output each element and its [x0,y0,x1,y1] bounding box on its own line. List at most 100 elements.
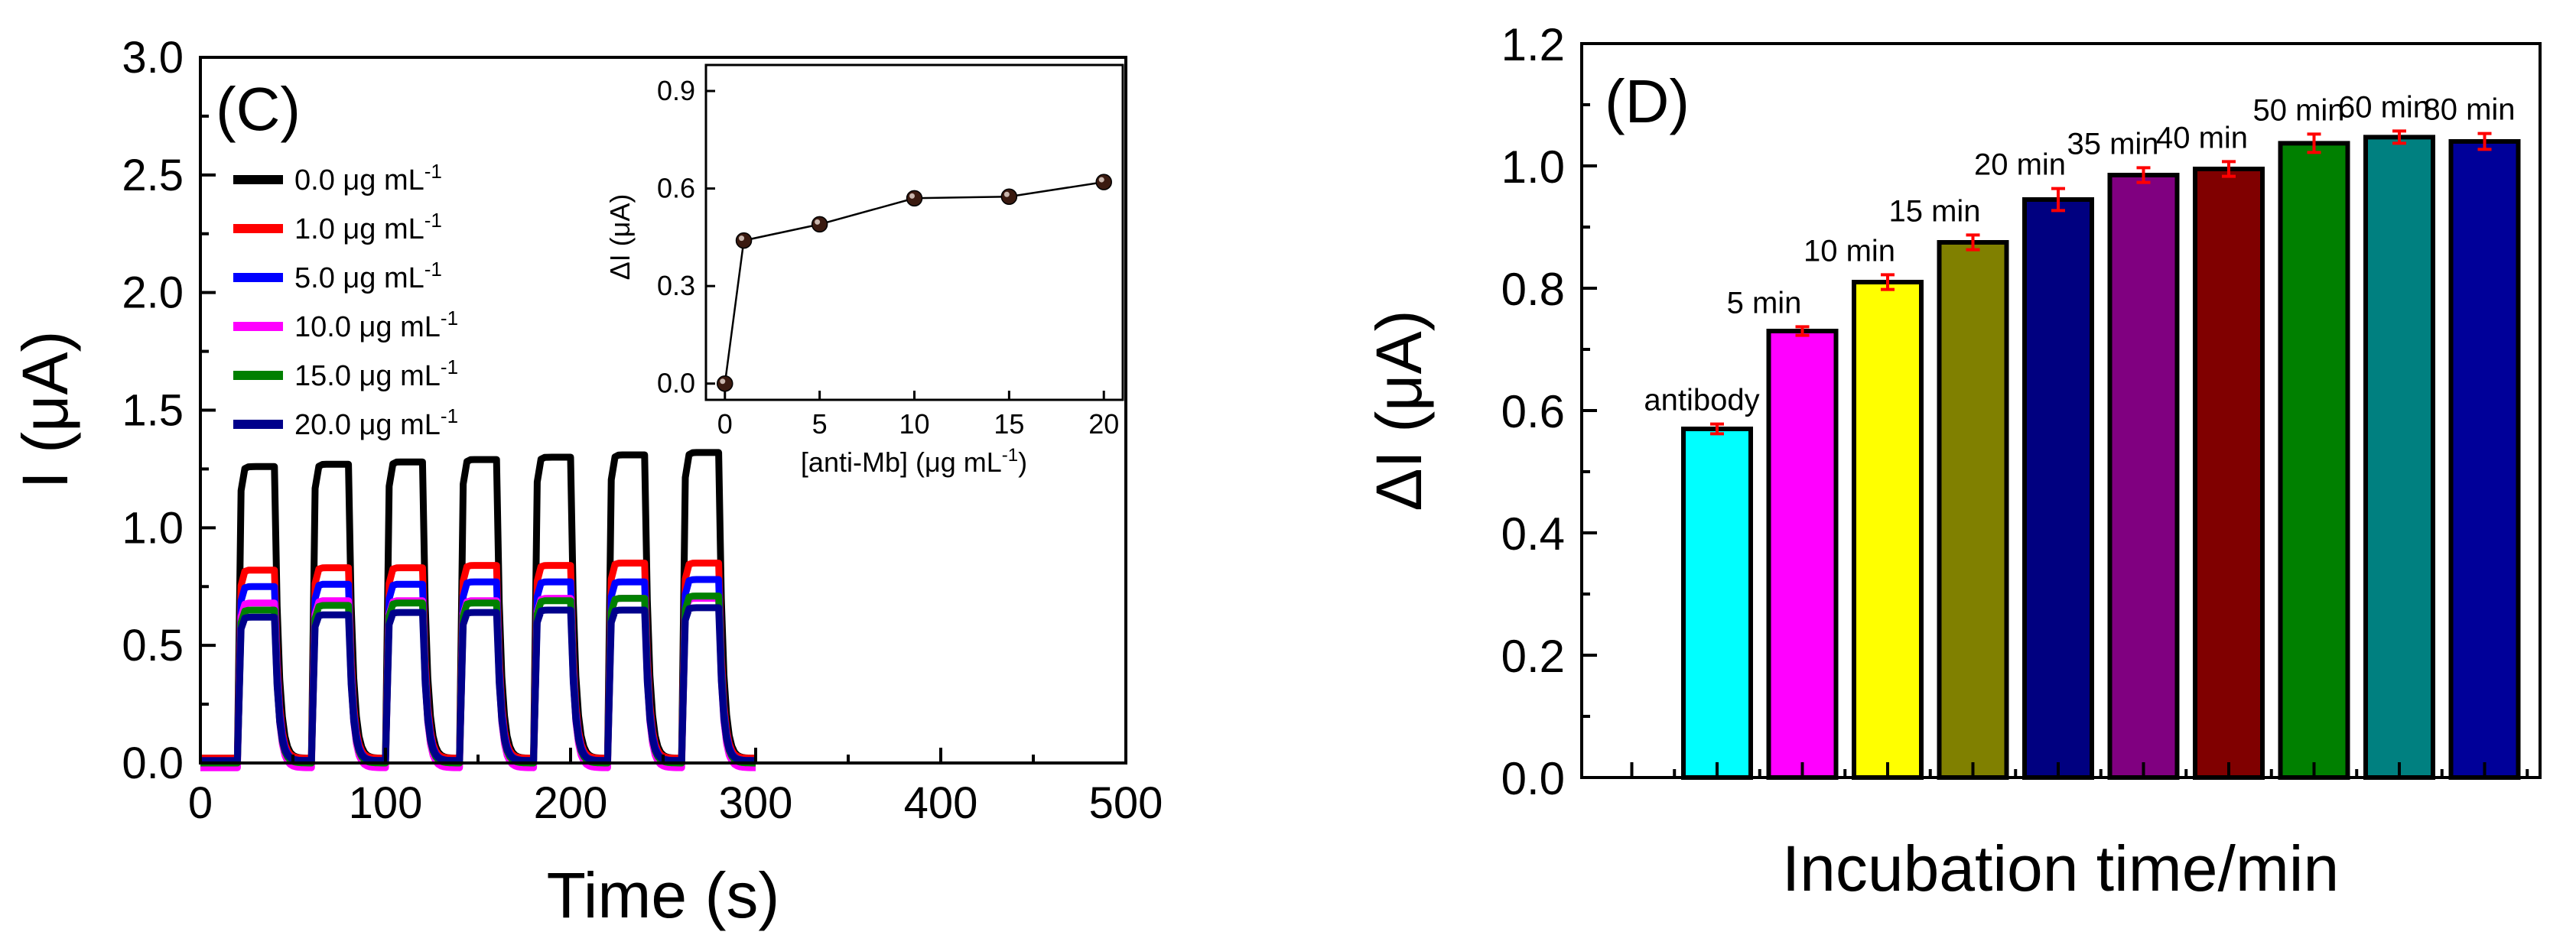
bar [1681,427,1753,780]
inset-y-axis-title: ΔI (μA) [604,194,636,281]
c-y-tick-label: 0.0 [122,739,184,788]
inset-point-highlight [720,378,726,385]
inset-y-tick-label: 0.9 [657,75,695,106]
inset-x-axis-title: [anti-Mb] (μg mL-1) [801,445,1027,478]
c-y-tick-label: 0.5 [122,621,184,670]
legend-entry: 20.0 μg mL-1 [294,404,458,441]
inset-x-axis-title-superscript: -1 [1002,445,1018,466]
panel-d-x-axis-title: Incubation time/min [1782,833,2339,904]
inset-point-highlight [815,219,821,225]
legend-value: 15.0 [294,360,359,392]
legend-unit-superscript: -1 [441,404,458,427]
c-y-tick-label: 3.0 [122,33,184,83]
inset-point [735,232,753,249]
legend-unit-superscript: -1 [424,258,442,281]
bar-data-label: 35 min [2067,127,2158,161]
inset-point [717,375,733,392]
inset-x-tick-label: 10 [899,408,929,440]
legend-value: 5.0 [294,262,343,294]
legend-unit-superscript: -1 [424,209,442,232]
panel-c-y-axis-title: I (μA) [9,330,81,489]
legend-value: 0.0 [294,164,343,196]
d-y-tick-label: 0.0 [1501,753,1565,804]
inset-plot-frame [704,63,1124,401]
d-y-tick-label: 0.8 [1501,264,1565,315]
inset-point [811,216,828,233]
inset-x-axis-title-close: ) [1018,446,1027,478]
legend-unit-superscript: -1 [441,356,458,378]
d-y-tick-label: 1.0 [1501,141,1565,193]
legend-unit: μg mL [359,360,441,392]
legend-unit-superscript: -1 [441,307,458,330]
bar-data-label: 15 min [1888,194,1980,228]
bar-data-label: 5 min [1727,286,1802,320]
legend-value: 20.0 [294,409,359,441]
legend-unit: μg mL [343,164,424,196]
bar [1852,280,1924,780]
c-y-tick-label: 1.5 [122,386,184,436]
inset-point [1000,188,1018,205]
c-y-tick-label: 2.0 [122,268,184,318]
legend-unit: μg mL [359,409,441,441]
bar [2278,141,2350,780]
bar-data-label: antibody [1644,384,1759,417]
legend-value: 1.0 [294,213,343,245]
bar-data-label: 60 min [2338,90,2430,124]
c-x-tick-label: 500 [1089,778,1163,828]
legend-unit: μg mL [359,311,441,343]
inset-point-highlight [1003,191,1010,197]
bar [2363,135,2435,780]
bar [1766,329,1839,780]
panel-d-ticks: 0.0 0.2 0.4 0.6 0.8 1.0 1.2 [1501,19,2529,804]
c-x-tick-label: 100 [349,778,423,828]
inset-y-tick-label: 0.6 [657,173,695,204]
inset-point [906,190,923,207]
legend-entry: 5.0 μg mL-1 [294,258,442,294]
panel-c-traces [200,449,756,771]
c-y-tick-label: 1.0 [122,503,184,553]
panel-c-legend: 0.0 μg mL-11.0 μg mL-15.0 μg mL-110.0 μg… [233,160,458,441]
c-y-tick-label: 2.5 [122,151,184,200]
d-y-tick-label: 0.6 [1501,386,1565,437]
c-x-tick-label: 0 [188,778,213,828]
legend-entry: 0.0 μg mL-1 [294,160,442,196]
trace-20-0 [200,604,756,765]
legend-entry: 10.0 μg mL-1 [294,307,458,343]
legend-entry: 1.0 μg mL-1 [294,209,442,245]
inset-x-tick-label: 20 [1088,408,1119,440]
legend-unit: μg mL [343,262,424,294]
inset-x-axis-title-main: [anti-Mb] (μg mL [801,446,1002,478]
legend-entry: 15.0 μg mL-1 [294,356,458,392]
inset-content: 0 5 10 15 20 0.0 0.3 0.6 0.9 [657,75,1119,440]
bar [2193,167,2265,780]
inset-x-tick-label: 0 [717,408,733,440]
bar-data-label: 20 min [1974,148,2066,182]
inset-point-highlight [909,193,915,199]
c-x-tick-label: 400 [904,778,978,828]
bar-data-label: 50 min [2252,93,2344,127]
bar [2107,173,2180,780]
legend-unit-superscript: -1 [424,160,442,183]
d-y-tick-label: 1.2 [1501,19,1565,70]
inset-x-tick-label: 15 [994,408,1024,440]
panel-c-x-axis-title: Time (s) [547,859,780,931]
bar [1937,240,2009,780]
c-x-tick-label: 200 [534,778,608,828]
legend-value: 10.0 [294,311,359,343]
bar-data-label: 80 min [2423,93,2515,127]
c-x-tick-label: 300 [719,778,793,828]
panel-d-y-axis-title: ΔI (μA) [1363,310,1435,511]
legend-unit: μg mL [343,213,424,245]
inset-point-highlight [739,235,745,242]
d-y-tick-label: 0.2 [1501,631,1565,682]
d-y-tick-label: 0.4 [1501,508,1565,560]
panel-c-inset-chart: 0 5 10 15 20 0.0 0.3 0.6 0.9 ΔI (μA) [anti-Mb] (… [604,63,1124,478]
inset-y-tick-label: 0.3 [657,270,695,301]
panel-c-label: (C) [216,75,301,143]
inset-y-tick-label: 0.0 [657,368,695,399]
inset-x-tick-label: 5 [812,408,828,440]
